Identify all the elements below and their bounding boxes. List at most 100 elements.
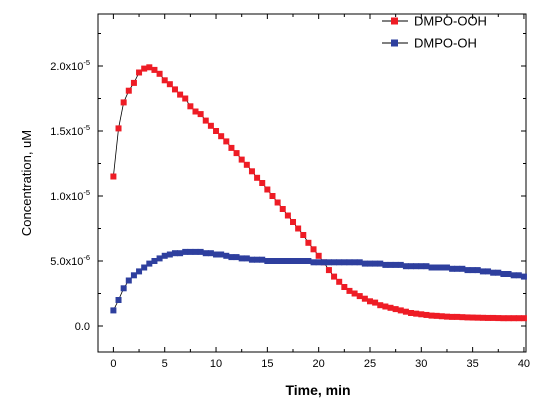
y-tick-label: 5.0x10-6 [50,253,90,268]
data-point-dmpo-ooh [310,246,317,253]
data-point-dmpo-oh [305,258,312,264]
data-point-dmpo-oh [136,268,143,275]
data-point-dmpo-ooh [182,95,189,102]
data-point-dmpo-oh [146,260,153,267]
data-point-dmpo-ooh [397,307,404,314]
data-point-dmpo-ooh [269,193,276,199]
data-point-dmpo-ooh [382,303,389,310]
data-point-dmpo-oh [485,268,492,275]
x-tick-label: 30 [415,358,427,370]
data-point-dmpo-ooh [223,138,230,145]
data-point-dmpo-oh [130,272,137,279]
data-point-dmpo-ooh [325,267,332,274]
data-point-dmpo-ooh [300,232,307,238]
data-point-dmpo-oh [423,263,430,270]
data-point-dmpo-oh [366,260,373,267]
data-point-dmpo-oh [495,269,502,276]
data-point-dmpo-oh [520,273,527,280]
data-point-dmpo-oh [351,259,358,266]
data-point-dmpo-ooh [361,295,368,302]
data-point-dmpo-oh [110,307,117,314]
data-point-dmpo-oh [433,264,440,271]
data-point-dmpo-ooh [161,77,168,84]
data-point-dmpo-ooh [418,311,425,318]
data-point-dmpo-oh [464,267,471,274]
x-tick-label: 5 [162,358,168,370]
data-point-dmpo-ooh [259,180,266,186]
data-point-dmpo-ooh [254,174,261,181]
data-point-dmpo-oh [341,259,348,266]
data-point-dmpo-oh [438,264,445,271]
x-tick-label: 0 [110,358,116,370]
data-point-dmpo-oh [515,272,522,279]
data-point-dmpo-ooh [197,111,204,118]
data-point-dmpo-ooh [207,122,214,129]
data-point-dmpo-oh [218,251,225,258]
plot-frame [97,13,527,353]
y-tick-label: 1.5x10-5 [50,123,90,138]
data-point-dmpo-oh [254,256,261,263]
data-point-dmpo-ooh [192,108,199,115]
data-point-dmpo-oh [320,259,327,266]
data-point-dmpo-oh [187,248,194,255]
data-point-dmpo-ooh [479,314,486,321]
data-point-dmpo-ooh [423,311,430,318]
data-point-dmpo-oh [197,248,204,255]
data-point-dmpo-ooh [485,314,492,321]
data-point-dmpo-oh [141,264,148,271]
series-line-dmpo-ooh [112,66,524,319]
data-point-dmpo-oh [243,255,250,262]
data-point-dmpo-ooh [402,308,409,315]
data-point-dmpo-oh [192,248,199,255]
data-point-dmpo-ooh [141,65,148,72]
data-point-dmpo-oh [361,260,368,267]
data-point-dmpo-ooh [438,313,445,320]
data-point-dmpo-ooh [202,117,209,124]
y-tick-label: 1.0x10-5 [50,188,90,203]
x-tick-label: 35 [467,358,479,370]
data-point-dmpo-oh [387,261,394,268]
data-point-dmpo-ooh [110,173,117,180]
y-axis-title: Concentration, uM [19,130,34,236]
x-tick-label: 40 [518,358,530,370]
legend-marker-dmpo-ooh [391,17,398,25]
data-point-dmpo-ooh [187,103,194,110]
data-point-dmpo-oh [428,264,435,271]
data-point-dmpo-oh [310,259,317,266]
data-point-dmpo-oh [469,267,476,274]
legend: DMPO-OOH DMPO-OH [382,14,487,51]
data-point-dmpo-oh [479,268,486,275]
data-point-dmpo-oh [315,259,322,266]
data-point-dmpo-ooh [264,186,271,193]
series-dmpo-oh [110,248,527,314]
data-point-dmpo-ooh [515,315,522,322]
data-point-dmpo-oh [228,254,235,261]
data-point-dmpo-ooh [171,86,178,93]
data-point-dmpo-oh [418,263,425,270]
data-point-dmpo-oh [300,258,307,264]
data-point-dmpo-oh [284,258,291,264]
data-point-dmpo-ooh [213,128,220,134]
data-point-dmpo-oh [156,255,163,262]
data-point-dmpo-oh [490,269,497,276]
data-point-dmpo-oh [392,261,399,268]
data-point-dmpo-ooh [331,273,338,280]
data-point-dmpo-ooh [151,66,158,73]
data-point-dmpo-oh [279,258,286,264]
x-axis-ticks: 0 5 10 15 20 25 30 35 40 [110,14,530,370]
data-point-dmpo-ooh [274,199,281,206]
x-tick-label: 25 [364,358,376,370]
data-point-dmpo-oh [325,259,332,266]
data-point-dmpo-oh [356,259,363,266]
data-point-dmpo-oh [377,260,384,267]
legend-label-dmpo-oh: DMPO-OH [414,36,477,51]
data-point-dmpo-ooh [500,315,507,322]
legend-label-dmpo-ooh: DMPO-OOH [414,14,487,29]
data-point-dmpo-oh [274,258,281,264]
data-point-dmpo-ooh [115,125,122,132]
data-point-dmpo-ooh [372,299,379,306]
data-point-dmpo-oh [177,250,184,257]
data-point-dmpo-oh [182,248,189,255]
series-layer [110,64,527,322]
